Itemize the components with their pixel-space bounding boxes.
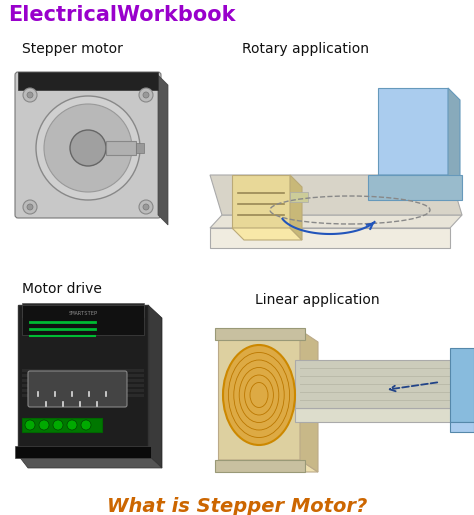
Polygon shape: [148, 305, 162, 468]
Polygon shape: [18, 455, 162, 468]
Polygon shape: [210, 215, 462, 228]
Polygon shape: [232, 175, 290, 228]
Polygon shape: [295, 408, 462, 422]
Circle shape: [36, 96, 140, 200]
Circle shape: [25, 420, 35, 430]
Polygon shape: [210, 175, 462, 215]
Circle shape: [23, 88, 37, 102]
Polygon shape: [448, 88, 460, 188]
Bar: [18, 305, 148, 455]
Circle shape: [39, 420, 49, 430]
Polygon shape: [300, 330, 318, 472]
Circle shape: [53, 420, 63, 430]
Polygon shape: [450, 422, 474, 432]
Bar: [22, 384, 144, 387]
Bar: [22, 389, 144, 392]
Circle shape: [81, 420, 91, 430]
Bar: [290, 192, 308, 202]
Bar: [22, 418, 102, 432]
Bar: [136, 143, 144, 153]
Text: SMARTSTEP: SMARTSTEP: [68, 311, 98, 316]
Bar: [22, 374, 144, 377]
Text: Rotary application: Rotary application: [242, 42, 369, 56]
Polygon shape: [295, 360, 462, 408]
Circle shape: [44, 104, 132, 192]
FancyBboxPatch shape: [15, 72, 161, 218]
Circle shape: [67, 420, 77, 430]
Bar: [22, 394, 144, 397]
Polygon shape: [218, 460, 318, 472]
Polygon shape: [218, 330, 300, 460]
Polygon shape: [232, 228, 302, 240]
Polygon shape: [450, 348, 474, 422]
Bar: [22, 379, 144, 382]
Bar: [22, 369, 144, 372]
Circle shape: [27, 92, 33, 98]
Circle shape: [23, 200, 37, 214]
Text: Motor drive: Motor drive: [22, 282, 102, 296]
Circle shape: [139, 200, 153, 214]
Circle shape: [27, 204, 33, 210]
Text: Linear application: Linear application: [255, 293, 380, 307]
Text: Stepper motor: Stepper motor: [22, 42, 123, 56]
Polygon shape: [215, 460, 305, 472]
Polygon shape: [378, 175, 460, 188]
Circle shape: [70, 130, 106, 166]
Polygon shape: [210, 228, 450, 248]
Text: ElectricalWorkbook: ElectricalWorkbook: [8, 5, 236, 25]
Circle shape: [139, 88, 153, 102]
Bar: [22, 303, 144, 317]
Polygon shape: [158, 75, 168, 225]
FancyBboxPatch shape: [28, 371, 127, 407]
Circle shape: [143, 204, 149, 210]
Bar: [106, 141, 136, 155]
Polygon shape: [368, 175, 462, 200]
Circle shape: [143, 92, 149, 98]
Polygon shape: [290, 175, 302, 240]
Text: What is Stepper Motor?: What is Stepper Motor?: [107, 497, 367, 515]
Bar: [15, 446, 151, 458]
Bar: [22, 305, 144, 335]
FancyBboxPatch shape: [18, 72, 158, 90]
Polygon shape: [215, 328, 305, 340]
Ellipse shape: [223, 345, 295, 445]
Polygon shape: [378, 88, 448, 175]
